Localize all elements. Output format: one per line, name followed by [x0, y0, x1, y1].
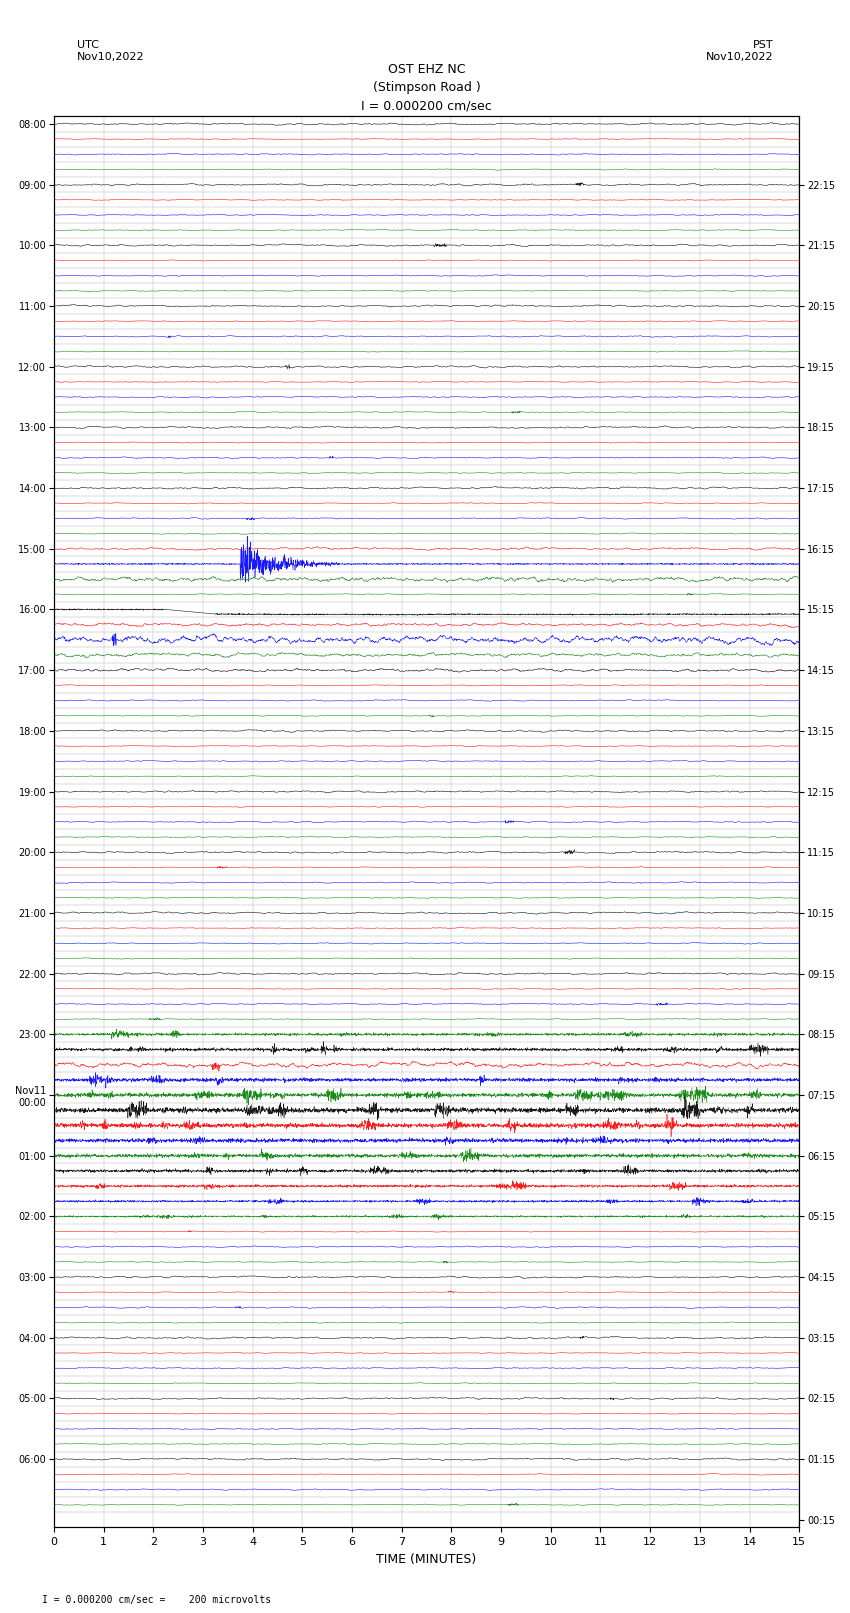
Text: Nov10,2022: Nov10,2022	[706, 52, 774, 61]
Text: UTC: UTC	[76, 40, 99, 50]
Title: OST EHZ NC
(Stimpson Road )
I = 0.000200 cm/sec: OST EHZ NC (Stimpson Road ) I = 0.000200…	[361, 63, 492, 113]
Text: I = 0.000200 cm/sec =    200 microvolts: I = 0.000200 cm/sec = 200 microvolts	[42, 1595, 272, 1605]
X-axis label: TIME (MINUTES): TIME (MINUTES)	[377, 1553, 477, 1566]
Text: Nov10,2022: Nov10,2022	[76, 52, 144, 61]
Text: PST: PST	[753, 40, 774, 50]
